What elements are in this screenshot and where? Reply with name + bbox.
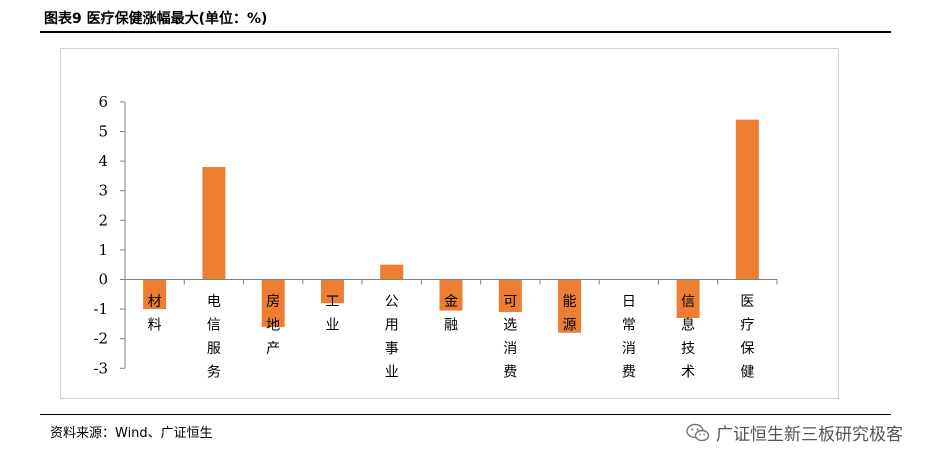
watermark-text: 广证恒生新三板研究极客 bbox=[716, 425, 903, 445]
chart-title: 图表9 医疗保健涨幅最大(单位：%) bbox=[44, 11, 268, 27]
bar-0 bbox=[143, 279, 167, 310]
bar-1 bbox=[202, 167, 226, 280]
x-tick-label-8: 日常消费 bbox=[622, 294, 636, 381]
x-tick-label-0: 材料 bbox=[148, 294, 162, 334]
source-note: 资料来源：Wind、广证恒生 bbox=[50, 426, 213, 441]
wechat-icon bbox=[686, 423, 710, 441]
x-tick-label-3: 工业 bbox=[325, 294, 339, 334]
y-tick-label-7: -1 bbox=[93, 300, 108, 318]
y-tick-label-4: 2 bbox=[98, 211, 108, 229]
bar-3 bbox=[320, 279, 344, 304]
y-tick-label-2: 4 bbox=[98, 152, 108, 170]
y-tick-label-3: 3 bbox=[98, 182, 108, 200]
bottom-rule bbox=[40, 414, 891, 415]
x-tick-label-6: 可选消费 bbox=[503, 294, 517, 381]
x-tick-label-2: 房地产 bbox=[266, 294, 280, 357]
x-tick-label-10: 医疗保健 bbox=[740, 294, 754, 381]
x-tick-label-7: 能源 bbox=[563, 294, 577, 334]
bar-2 bbox=[261, 279, 285, 327]
x-tick-label-1: 电信服务 bbox=[207, 294, 221, 381]
x-tick-label-5: 金融 bbox=[444, 294, 458, 334]
y-tick-label-0: 6 bbox=[98, 93, 108, 111]
x-tick-label-9: 信息技术 bbox=[681, 294, 695, 381]
y-tick-label-6: 0 bbox=[98, 271, 108, 289]
y-tick-label-5: 1 bbox=[98, 241, 108, 259]
bar-4 bbox=[380, 264, 404, 280]
watermark: 广证恒生新三板研究极客 bbox=[686, 420, 903, 445]
x-tick-label-4: 公用事业 bbox=[385, 294, 399, 381]
bar-9 bbox=[676, 279, 700, 318]
y-tick-label-9: -3 bbox=[93, 359, 108, 377]
chart-frame bbox=[60, 48, 839, 399]
bar-6 bbox=[498, 279, 522, 313]
y-tick-label-8: -2 bbox=[93, 330, 108, 348]
top-rule bbox=[40, 31, 891, 33]
bar-7 bbox=[558, 279, 582, 333]
bar-5 bbox=[439, 279, 463, 311]
y-tick-label-1: 5 bbox=[98, 123, 108, 141]
bar-10 bbox=[735, 119, 759, 280]
